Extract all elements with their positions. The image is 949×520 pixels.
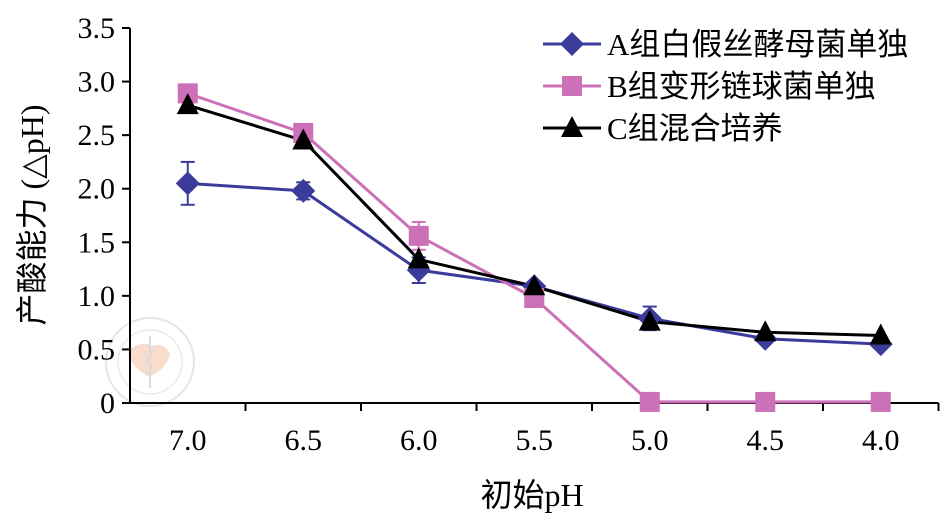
x-tick-label: 6.5 xyxy=(285,424,323,457)
legend-marker-square xyxy=(562,76,582,96)
legend: A组白假丝酵母菌单独 B组变形链球菌单独 C组混合培养 xyxy=(543,27,908,146)
series-b-point xyxy=(871,392,891,412)
y-tick-label: 1.0 xyxy=(78,280,116,313)
series-b-point xyxy=(755,392,775,412)
x-tick-label: 4.5 xyxy=(747,424,785,457)
legend-marker-diamond xyxy=(560,32,584,56)
legend-item-b: B组变形链球菌单独 xyxy=(543,69,876,104)
y-tick-label: 2.0 xyxy=(78,173,116,206)
x-tick-label: 7.0 xyxy=(169,424,207,457)
y-tick-label: 0 xyxy=(100,387,115,420)
y-tick-label: 0.5 xyxy=(78,333,116,366)
series-markers xyxy=(176,83,893,412)
legend-label: C组混合培养 xyxy=(607,111,783,146)
x-axis-title: 初始pH xyxy=(480,477,583,513)
y-tick-label: 3.0 xyxy=(78,66,116,99)
legend-label: A组白假丝酵母菌单独 xyxy=(607,27,908,62)
legend-item-c: C组混合培养 xyxy=(543,111,783,146)
y-axis-title: 产酸能力 (△pH) xyxy=(14,104,50,325)
legend-item-a: A组白假丝酵母菌单独 xyxy=(543,27,908,62)
x-tick-label: 4.0 xyxy=(862,424,900,457)
legend-label: B组变形链球菌单独 xyxy=(607,69,876,104)
series-b-point xyxy=(640,392,660,412)
series-a-line xyxy=(188,183,881,344)
x-tick-label: 5.5 xyxy=(516,424,554,457)
y-tick-label: 2.5 xyxy=(78,119,116,152)
y-tick-label: 3.5 xyxy=(78,12,116,45)
watermark-seal xyxy=(106,318,194,406)
y-tick-label: 1.5 xyxy=(78,226,116,259)
series-a-point xyxy=(291,179,315,203)
series-b-point xyxy=(409,226,429,246)
series-a-point xyxy=(176,171,200,195)
x-tick-label: 6.0 xyxy=(400,424,438,457)
x-tick-label: 5.0 xyxy=(631,424,669,457)
